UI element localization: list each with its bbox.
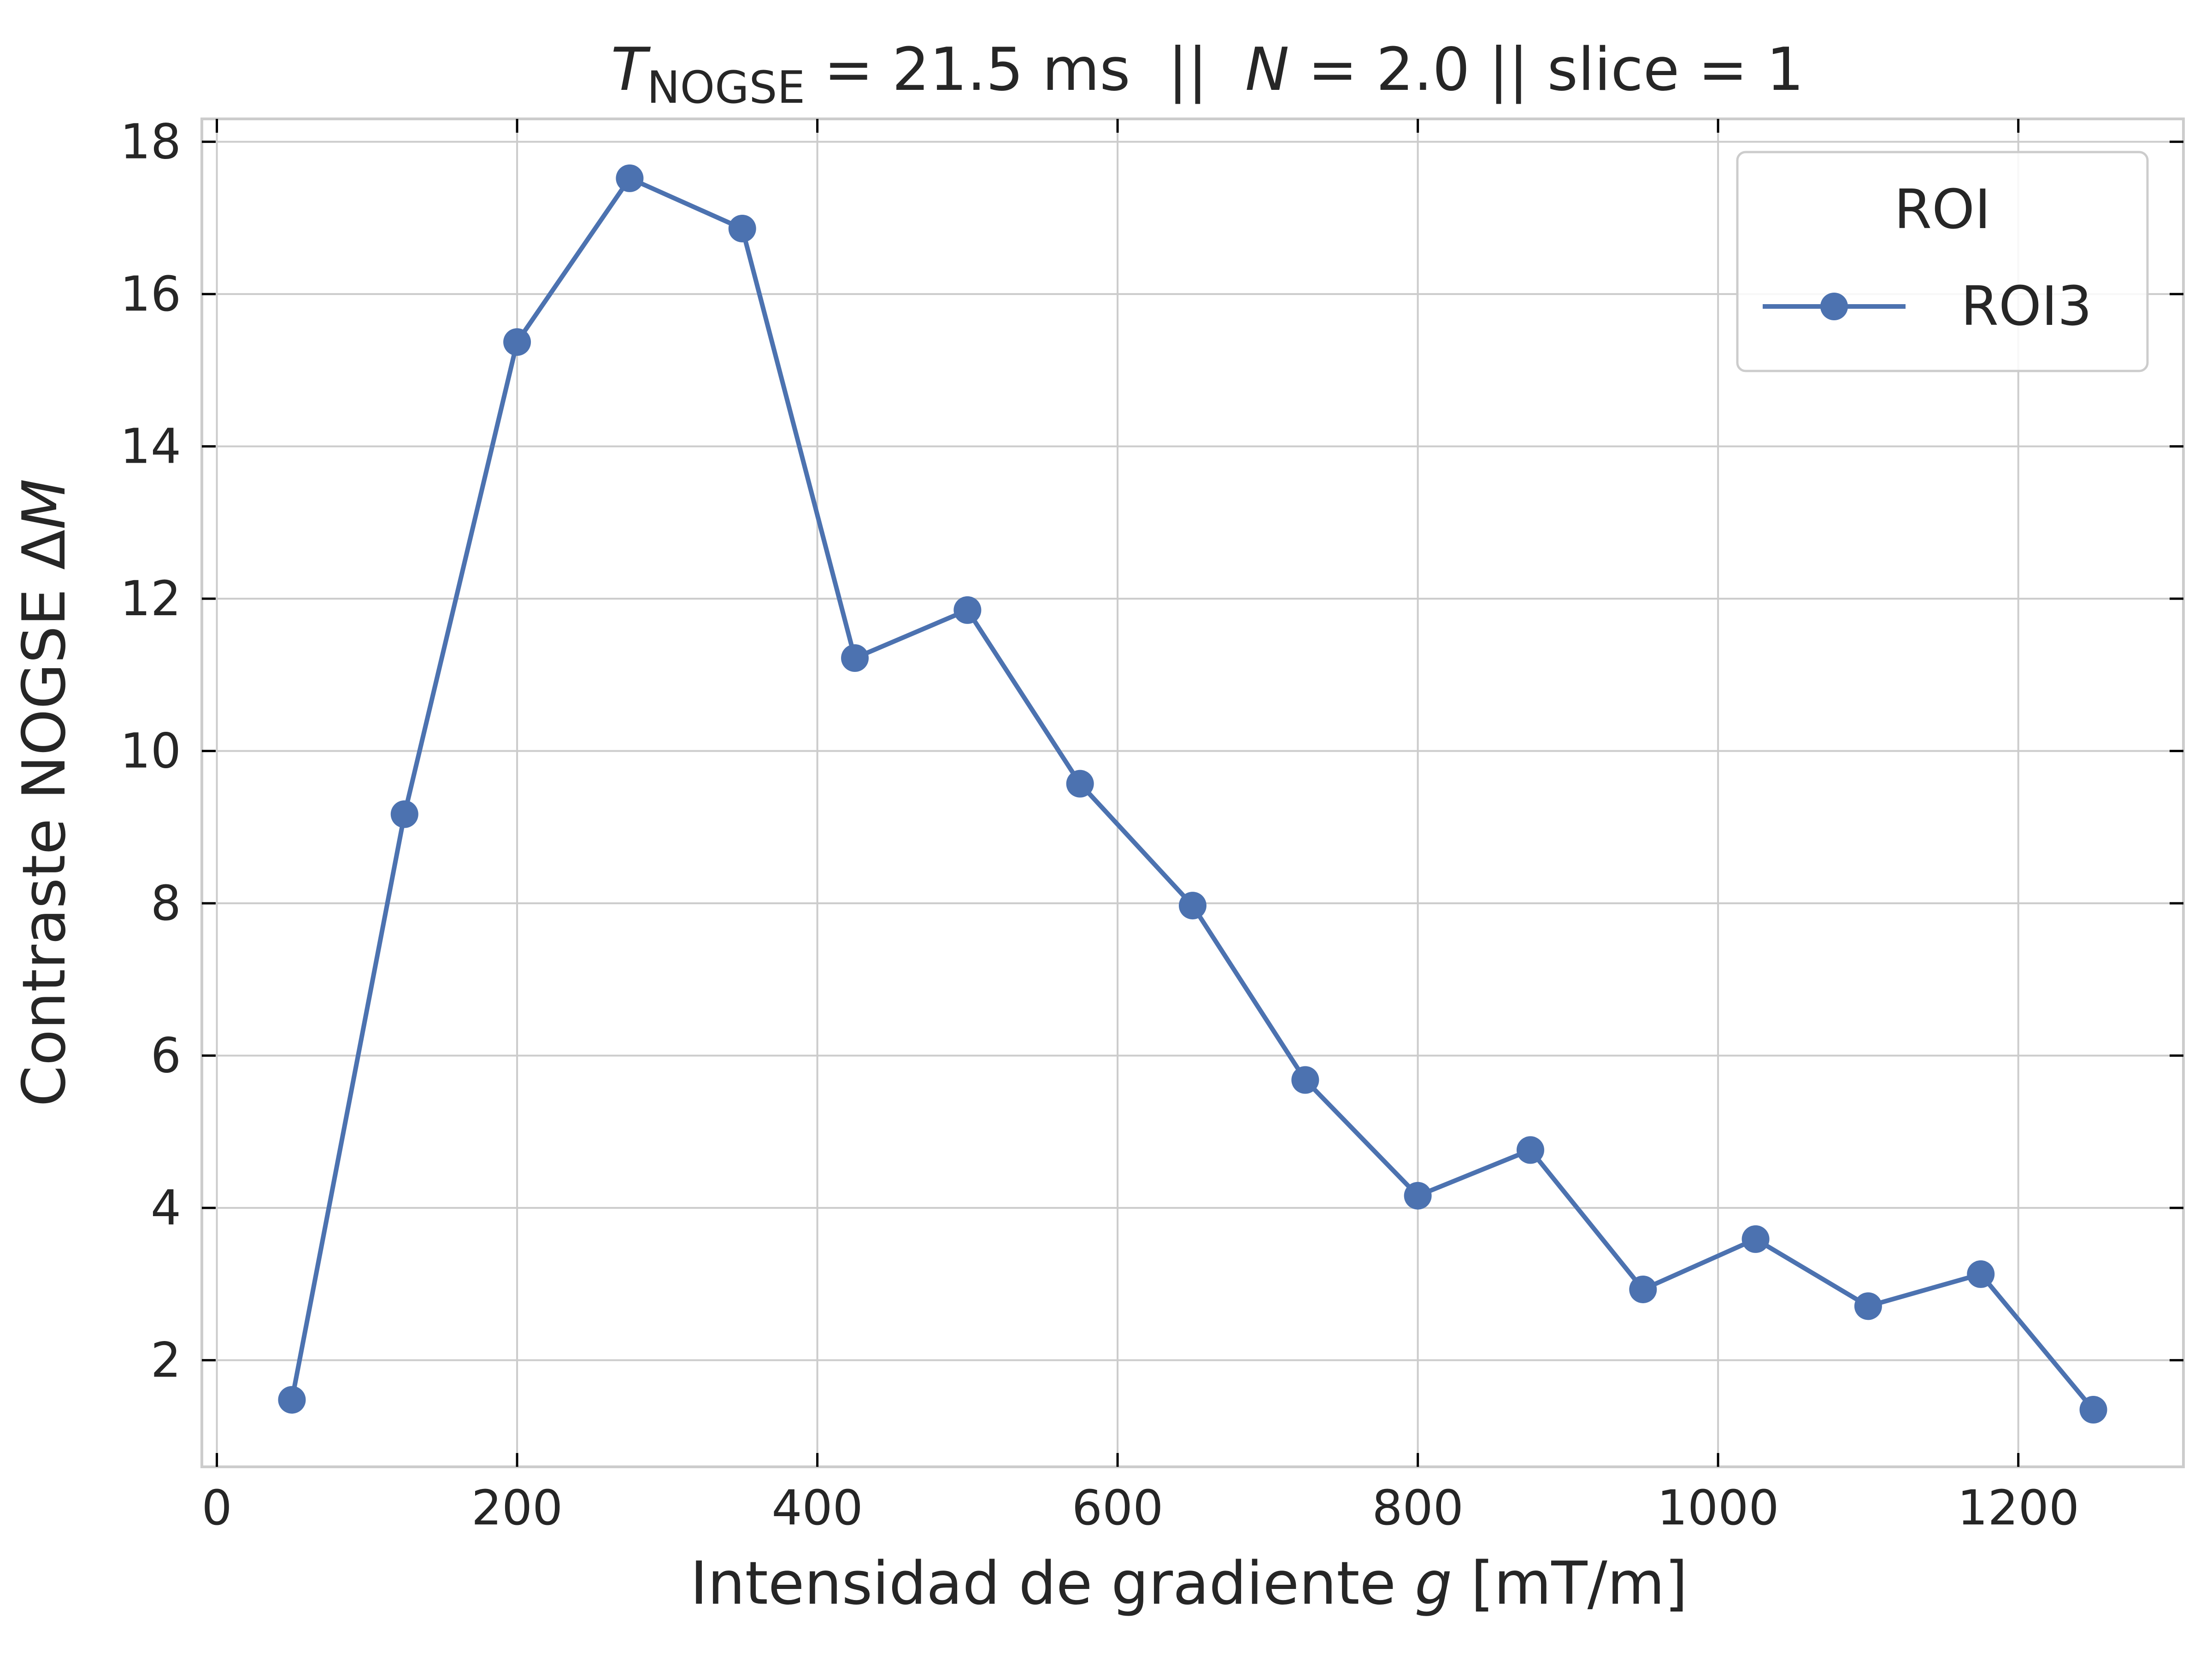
title-symbol-n: N — [1245, 35, 1289, 104]
legend-series-marker — [1820, 293, 1848, 320]
y-tick-label: 12 — [120, 571, 181, 627]
y-axis-label: Contraste NOGSE ΔM — [10, 479, 79, 1107]
series-layer — [278, 164, 2107, 1424]
chart-title: TNOGSE = 21.5 ms || N = 2.0 || slice = 1 — [611, 35, 1804, 113]
legend-series-label: ROI3 — [1961, 274, 2092, 338]
legend-title: ROI — [1894, 177, 1991, 241]
data-point — [1854, 1292, 1882, 1320]
plot-frame — [200, 118, 2185, 1468]
data-point — [390, 800, 418, 828]
data-point — [1967, 1260, 1995, 1288]
x-tick-label: 600 — [1072, 1480, 1164, 1536]
data-point — [953, 596, 982, 624]
data-point — [278, 1386, 306, 1414]
data-point — [503, 328, 531, 356]
x-axis-label-variable: g — [1415, 1549, 1452, 1618]
data-point — [728, 214, 756, 242]
y-tick-label: 2 — [151, 1332, 181, 1388]
title-subscript: NOGSE — [647, 62, 805, 113]
title-part2: = 2.0 || slice = 1 — [1289, 35, 1804, 104]
data-point — [616, 164, 644, 192]
x-tick-label: 1000 — [1657, 1480, 1779, 1536]
x-tick-label: 400 — [771, 1480, 863, 1536]
y-axis-label-variable: M — [10, 479, 79, 529]
x-tick-label: 200 — [471, 1480, 563, 1536]
y-tick-label: 16 — [120, 266, 181, 322]
x-axis-label-unit: [mT/m] — [1452, 1549, 1688, 1618]
y-axis-label-text: Contraste NOGSE Δ — [10, 529, 79, 1106]
data-point — [1629, 1275, 1657, 1303]
title-part1: = 21.5 ms || — [805, 35, 1245, 104]
data-point — [1066, 770, 1094, 798]
x-tick-label: 1200 — [1957, 1480, 2079, 1536]
x-tick-label: 800 — [1372, 1480, 1464, 1536]
y-tick-label: 18 — [120, 114, 181, 170]
data-point — [1404, 1182, 1432, 1210]
legend: ROI ROI3 — [1736, 151, 2149, 372]
x-axis-label: Intensidad de gradiente g [mT/m] — [690, 1549, 1688, 1618]
data-point — [1291, 1066, 1319, 1094]
data-point — [2079, 1396, 2107, 1424]
y-tick-label: 8 — [151, 875, 181, 931]
tick-label-layer: 0 200 400 600 800 1000 1200 2 4 6 8 10 12 14 16 18 — [120, 114, 2079, 1536]
data-point — [1179, 892, 1206, 920]
data-point — [1516, 1136, 1544, 1164]
tick-layer — [202, 119, 2183, 1467]
y-tick-label: 6 — [151, 1028, 181, 1084]
y-tick-label: 4 — [151, 1180, 181, 1236]
data-point — [1741, 1225, 1770, 1253]
y-tick-label: 14 — [120, 418, 181, 475]
data-point — [841, 644, 869, 672]
y-tick-label: 10 — [120, 723, 181, 779]
title-symbol-t: T — [611, 35, 651, 104]
x-axis-label-text: Intensidad de gradiente — [690, 1549, 1415, 1618]
x-tick-label: 0 — [201, 1480, 232, 1536]
